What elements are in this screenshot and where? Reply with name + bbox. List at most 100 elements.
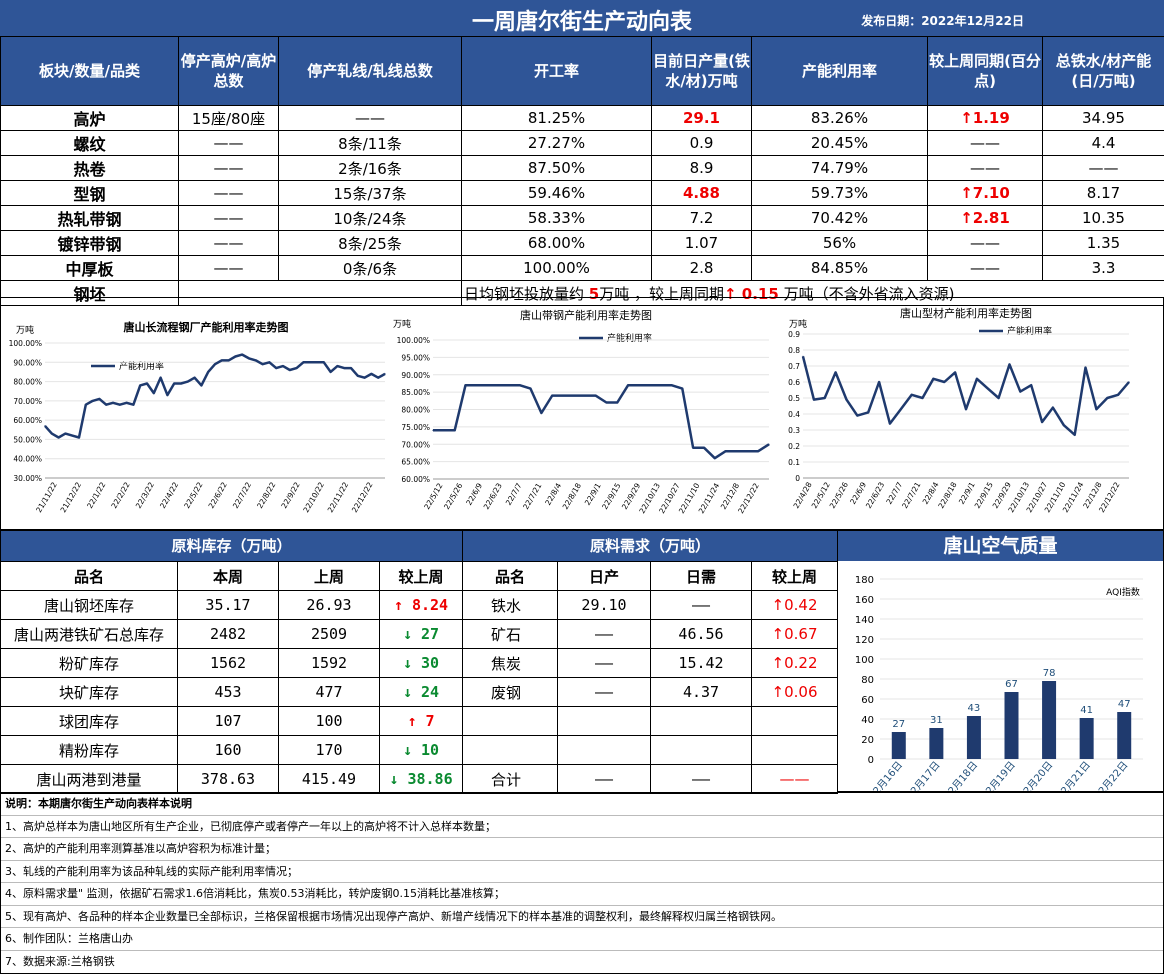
x-tick-label: 22/8/22 [255, 480, 277, 510]
y-tick-label: 0.4 [788, 410, 800, 419]
data-point [1117, 394, 1119, 396]
data-point [146, 382, 148, 385]
data-point [357, 375, 359, 377]
x-tick-label: 22/9/22 [279, 480, 301, 510]
y-tick-label: 120 [855, 635, 874, 646]
y-tick-label: 0.8 [788, 346, 800, 355]
note-line: 5、现有高炉、各品种的样本企业数量已全部标识，兰格保留根据市场情况出现停产高炉、… [1, 906, 1163, 928]
production-row: 镀锌带钢 —— 8条/25条 68.00% 1.07 56% —— 1.35 [0, 230, 1164, 256]
raw-material-row: 精粉库存 160 170 ↓ 10 [0, 735, 838, 765]
table-cell: 170 [278, 735, 380, 765]
col-header: 品名 [462, 561, 558, 591]
y-tick-label: 0 [868, 755, 874, 766]
data-point [464, 384, 467, 386]
table-cell: —— [557, 648, 651, 678]
data-point [813, 399, 815, 401]
item-name: 唐山两港到港量 [0, 764, 178, 794]
data-point [241, 354, 243, 356]
data-point [1128, 381, 1130, 383]
data-point [454, 429, 456, 431]
raw-material-row: 唐山两港到港量 378.63 415.49 ↓ 38.86 合计 —— —— —— [0, 764, 838, 794]
table-cell: 8.9 [651, 155, 752, 181]
billet-note-part: 日均钢坯投放量约 [464, 284, 589, 303]
table-cell: 59.46% [461, 180, 652, 206]
y-tick-label: 0.1 [788, 458, 800, 467]
data-point [670, 384, 673, 386]
aqi-bar [891, 732, 906, 759]
change-value: 30 [421, 654, 440, 672]
table-cell: 100 [278, 706, 380, 736]
y-axis-unit: 万吨 [789, 318, 807, 330]
aqi-bar [929, 728, 944, 759]
data-point [638, 384, 640, 386]
table-cell [557, 706, 651, 736]
table-cell: 2482 [177, 619, 279, 649]
data-point [187, 381, 189, 383]
data-point [703, 447, 705, 449]
data-point [44, 425, 46, 427]
billet-note-part: 万吨 ，较上周同期 [599, 284, 724, 303]
x-tick-label: 12月21日 [1055, 759, 1093, 791]
table-cell: 415.49 [278, 764, 380, 794]
y-tick-label: 100.00% [9, 339, 42, 348]
x-tick-label: 22/6/23 [482, 481, 504, 511]
data-point [262, 363, 264, 365]
charts-panel: 万吨 唐山长流程钢厂产能利用率走势图 产能利用率 30.00% 40.00% 50.00%… [0, 297, 1164, 530]
data-point [166, 394, 168, 396]
col-header: 总铁水/材产能(日/万吨) [1042, 36, 1164, 106]
data-point [649, 384, 651, 386]
table-cell: 20.45% [751, 130, 928, 156]
data-point [1041, 421, 1043, 423]
data-label: 47 [1118, 699, 1131, 710]
production-header-row: 板块/数量/品类 停产高炉/高炉总数 停产轧线/轧线总数 开工率 目前日产量(铁… [0, 36, 1164, 106]
data-point [1074, 434, 1076, 436]
table-cell: 3.3 [1042, 255, 1164, 281]
data-label: 31 [930, 715, 943, 726]
item-name: 合计 [462, 764, 558, 794]
y-tick-label: 30.00% [13, 474, 42, 483]
data-point [234, 355, 236, 358]
change-value: 10 [421, 741, 440, 759]
change-value: 27 [421, 625, 440, 643]
data-point [214, 363, 216, 365]
data-point [889, 423, 891, 425]
y-tick-label: 85.00% [401, 388, 430, 397]
aqi-bar [1042, 681, 1057, 759]
data-point [519, 384, 521, 386]
table-cell: 26.93 [278, 590, 380, 620]
table-cell: 83.26% [751, 105, 928, 131]
x-tick-label: 22/1/22 [85, 480, 107, 510]
raw-material-table: 原料库存（万吨） 原料需求（万吨） 品名 本周 上周 较上周 品名 日产 日需 … [0, 530, 838, 794]
data-point [377, 377, 379, 379]
y-tick-label: 0.3 [788, 426, 800, 435]
data-point [616, 401, 618, 404]
col-header: 停产高炉/高炉总数 [178, 36, 279, 106]
y-tick-label: 0.2 [788, 442, 800, 451]
y-tick-label: 80.00% [13, 378, 42, 387]
data-point [835, 371, 837, 373]
y-tick-label: 0.9 [788, 330, 800, 339]
legend-label: 产能利用率 [1007, 325, 1052, 337]
data-point [497, 384, 499, 386]
data-point [58, 436, 60, 439]
table-cell: 2.8 [651, 255, 752, 281]
x-tick-label: 22/7/21 [521, 481, 543, 511]
data-point [153, 392, 155, 394]
table-cell: —— [650, 590, 752, 620]
table-cell [557, 735, 651, 765]
data-point [92, 400, 94, 402]
billet-note-part: 5 [588, 284, 600, 303]
table-cell: —— [557, 619, 651, 649]
col-header: 品名 [0, 561, 178, 591]
y-tick-label: 40 [861, 715, 874, 726]
y-axis-unit: 万吨 [16, 324, 34, 336]
col-header: 上周 [278, 561, 380, 591]
y-tick-label: 180 [855, 575, 874, 586]
aqi-bar [1117, 712, 1132, 759]
arrow-up-icon: ↑ [407, 712, 417, 730]
data-point [248, 357, 250, 359]
data-point [998, 397, 1000, 399]
item-name: 焦炭 [462, 648, 558, 678]
data-point [856, 415, 858, 417]
